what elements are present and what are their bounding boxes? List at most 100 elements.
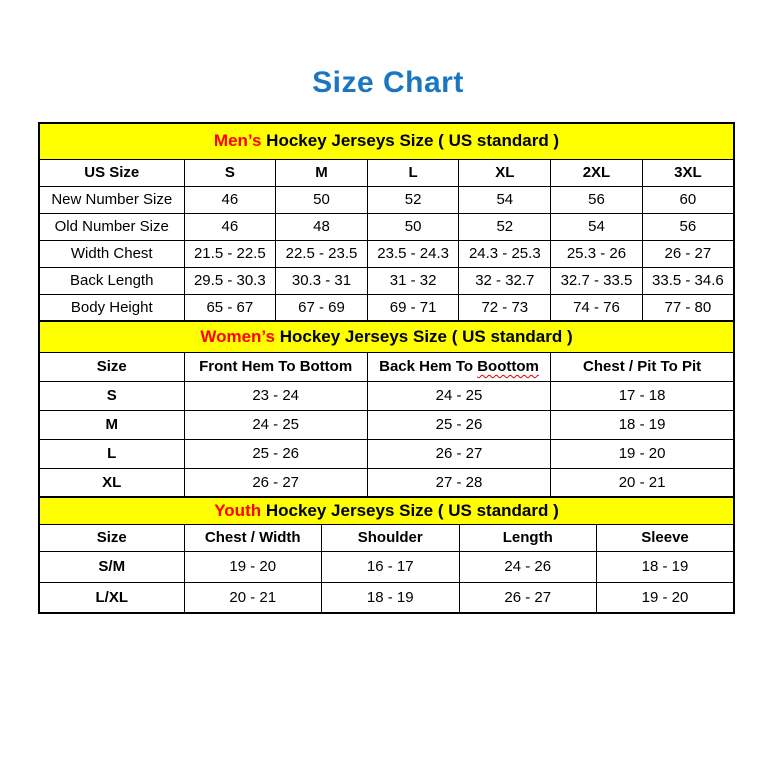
size-value: 31 - 32 <box>366 266 460 295</box>
column-header: Size <box>38 523 185 552</box>
table-row: S 23 - 24 24 - 25 17 - 18 <box>38 380 735 411</box>
column-header: L <box>366 158 460 187</box>
header-row: Size Front Hem To Bottom Back Hem To Boott… <box>38 351 735 382</box>
size-value: 23 - 24 <box>183 380 368 411</box>
row-label: S/M <box>38 550 185 583</box>
size-value: 29.5 - 30.3 <box>183 266 277 295</box>
column-header: S <box>183 158 277 187</box>
size-value: 19 - 20 <box>550 438 735 469</box>
column-header: 2XL <box>550 158 643 187</box>
womens-size-table: Women’s Hockey Jerseys Size ( US standar… <box>38 320 735 498</box>
size-value: 25.3 - 26 <box>550 239 643 268</box>
table-row: S/M 19 - 20 16 - 17 24 - 26 18 - 19 <box>38 550 735 583</box>
size-value: 17 - 18 <box>550 380 735 411</box>
section-banner-row: Youth Hockey Jerseys Size ( US standard … <box>38 496 735 525</box>
size-value: 26 - 27 <box>183 467 368 498</box>
size-value: 26 - 27 <box>366 438 552 469</box>
size-value: 25 - 26 <box>366 409 552 440</box>
column-header: Shoulder <box>321 523 460 552</box>
section-banner-text: Hockey Jerseys Size ( US standard ) <box>261 500 559 520</box>
table-row: L/XL 20 - 21 18 - 19 26 - 27 19 - 20 <box>38 581 735 614</box>
size-value: 32 - 32.7 <box>458 266 552 295</box>
youth-size-table: Youth Hockey Jerseys Size ( US standard … <box>38 496 735 614</box>
column-header: XL <box>458 158 552 187</box>
header-row: Size Chest / Width Shoulder Length Sleeve <box>38 523 735 552</box>
size-value: 19 - 20 <box>596 581 735 614</box>
table-row: Old Number Size 46 48 50 52 54 56 <box>38 212 735 241</box>
size-value: 77 - 80 <box>641 293 735 322</box>
column-header: Length <box>458 523 597 552</box>
size-value: 24 - 26 <box>458 550 597 583</box>
size-value: 54 <box>458 185 552 214</box>
size-value: 46 <box>183 185 277 214</box>
column-header: Sleeve <box>596 523 735 552</box>
size-value: 18 - 19 <box>321 581 460 614</box>
size-value: 54 <box>550 212 643 241</box>
size-value: 50 <box>275 185 368 214</box>
size-value: 67 - 69 <box>275 293 368 322</box>
column-header: 3XL <box>641 158 735 187</box>
row-label: M <box>38 409 185 440</box>
size-value: 30.3 - 31 <box>275 266 368 295</box>
table-row: L 25 - 26 26 - 27 19 - 20 <box>38 438 735 469</box>
misspelled-word: Boottom <box>477 358 539 375</box>
section-banner: Women’s Hockey Jerseys Size ( US standar… <box>38 320 735 353</box>
size-value: 20 - 21 <box>550 467 735 498</box>
table-row: Width Chest 21.5 - 22.5 22.5 - 23.5 23.5 - … <box>38 239 735 268</box>
size-value: 46 <box>183 212 277 241</box>
column-header: Size <box>38 351 185 382</box>
column-header: Front Hem To Bottom <box>183 351 368 382</box>
size-value: 52 <box>458 212 552 241</box>
row-label: New Number Size <box>38 185 185 214</box>
section-banner-text: Hockey Jerseys Size ( US standard ) <box>274 326 573 346</box>
size-value: 18 - 19 <box>550 409 735 440</box>
size-value: 33.5 - 34.6 <box>641 266 735 295</box>
size-value: 56 <box>550 185 643 214</box>
size-value: 32.7 - 33.5 <box>550 266 643 295</box>
row-label: L/XL <box>38 581 185 614</box>
section-banner-row: Men’s Hockey Jerseys Size ( US standard … <box>38 122 735 160</box>
row-label: L <box>38 438 185 469</box>
size-value: 16 - 17 <box>321 550 460 583</box>
column-header: Chest / Pit To Pit <box>550 351 735 382</box>
size-value: 26 - 27 <box>641 239 735 268</box>
size-value: 60 <box>641 185 735 214</box>
size-value: 20 - 21 <box>183 581 322 614</box>
size-value: 18 - 19 <box>596 550 735 583</box>
size-value: 56 <box>641 212 735 241</box>
size-value: 24.3 - 25.3 <box>458 239 552 268</box>
row-label: XL <box>38 467 185 498</box>
table-row: XL 26 - 27 27 - 28 20 - 21 <box>38 467 735 498</box>
section-banner-text: Hockey Jerseys Size ( US standard ) <box>261 131 560 151</box>
size-value: 23.5 - 24.3 <box>366 239 460 268</box>
section-name: Youth <box>214 500 262 520</box>
section-banner-row: Women’s Hockey Jerseys Size ( US standar… <box>38 320 735 353</box>
size-value: 27 - 28 <box>366 467 552 498</box>
row-label: Width Chest <box>38 239 185 268</box>
size-value: 25 - 26 <box>183 438 368 469</box>
table-row: New Number Size 46 50 52 54 56 60 <box>38 185 735 214</box>
size-value: 19 - 20 <box>183 550 322 583</box>
column-header: Chest / Width <box>183 523 322 552</box>
size-value: 48 <box>275 212 368 241</box>
size-value: 21.5 - 22.5 <box>183 239 277 268</box>
size-value: 26 - 27 <box>458 581 597 614</box>
mens-size-table: Men’s Hockey Jerseys Size ( US standard … <box>38 122 735 322</box>
table-row: Back Length 29.5 - 30.3 30.3 - 31 31 - 32 32… <box>38 266 735 295</box>
table-row: Body Height 65 - 67 67 - 69 69 - 71 72 - 73 7… <box>38 293 735 322</box>
table-row: M 24 - 25 25 - 26 18 - 19 <box>38 409 735 440</box>
size-value: 24 - 25 <box>366 380 552 411</box>
size-value: 72 - 73 <box>458 293 552 322</box>
column-header: US Size <box>38 158 185 187</box>
size-value: 24 - 25 <box>183 409 368 440</box>
size-value: 65 - 67 <box>183 293 277 322</box>
row-label: S <box>38 380 185 411</box>
column-header: Back Hem To Boottom <box>366 351 552 382</box>
section-name: Women’s <box>200 326 275 346</box>
row-label: Old Number Size <box>38 212 185 241</box>
section-banner: Men’s Hockey Jerseys Size ( US standard … <box>38 122 735 160</box>
header-row: US Size S M L XL 2XL 3XL <box>38 158 735 187</box>
row-label: Back Length <box>38 266 185 295</box>
size-value: 74 - 76 <box>550 293 643 322</box>
size-value: 22.5 - 23.5 <box>275 239 368 268</box>
